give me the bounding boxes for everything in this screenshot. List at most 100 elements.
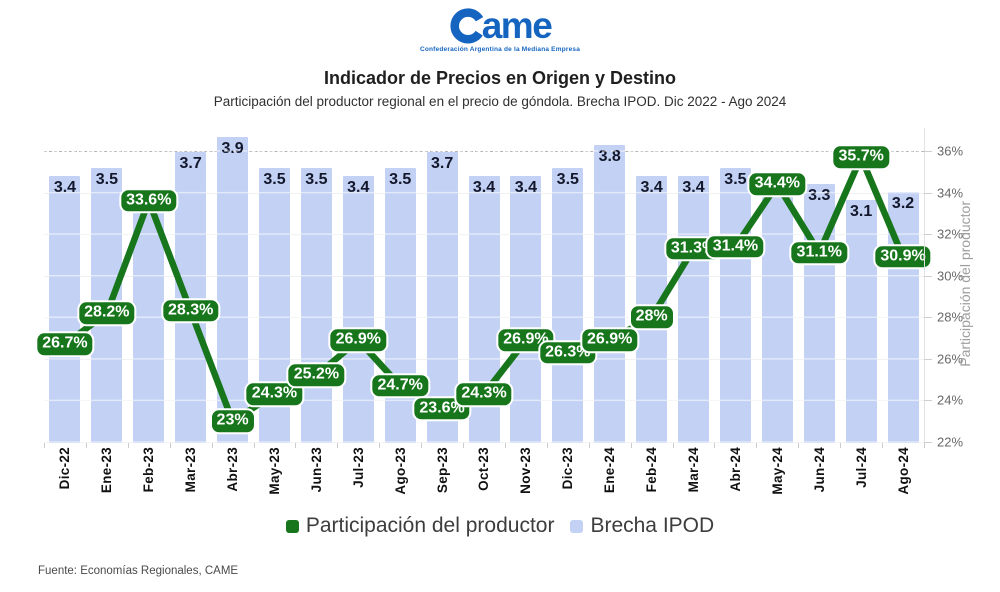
x-axis-tick [211, 443, 213, 448]
point-label-Mar-23: 28.3% [160, 298, 221, 324]
bar-value-label: 3.2 [891, 194, 915, 212]
y-tick-30 [924, 275, 932, 277]
bar-value-label: 3.4 [347, 179, 370, 197]
point-label-Jun-24: 31.1% [789, 240, 849, 266]
x-label-Dic-23: Dic-23 [547, 447, 589, 489]
bar-value-label: 3.3 [808, 186, 831, 204]
bar-Feb-23 [133, 207, 165, 443]
bar-value-label: 3.5 [263, 171, 286, 189]
y-tick-28 [924, 317, 932, 319]
y-tick-label-30: 30% [937, 268, 964, 284]
x-axis-tick [882, 443, 884, 448]
x-label-text: Mar-23 [183, 447, 199, 493]
legend-label-participacion: Participación del productor [305, 514, 555, 537]
bar-Dic-23: 3.5 [552, 168, 584, 443]
x-label-Ene-24: Ene-24 [589, 447, 631, 493]
x-label-text: Ene-23 [99, 447, 115, 494]
x-label-Nov-23: Nov-23 [505, 447, 547, 494]
bar-Jul-23: 3.4 [342, 176, 374, 443]
y-tick-label-24: 24% [937, 392, 964, 408]
x-axis-tick [253, 443, 255, 448]
x-label-text: Jul-23 [350, 447, 366, 488]
legend-swatch-green [285, 519, 299, 533]
y-tick-label-22: 22% [937, 434, 964, 450]
point-label-Ene-24: 26.9% [580, 327, 640, 353]
x-label-text: Feb-23 [141, 447, 157, 493]
bar-value-label: 3.8 [598, 147, 621, 165]
bar-value-label: 3.9 [221, 139, 244, 157]
bar-value-label: 3.7 [179, 155, 202, 173]
x-label-Abr-23: Abr-23 [212, 447, 254, 492]
x-axis-tick [672, 443, 674, 448]
came-logo-wordmark: ame [449, 6, 553, 44]
y-tick-32 [924, 234, 932, 236]
x-label-Oct-23: Oct-23 [463, 447, 505, 491]
x-label-text: Sep-23 [434, 447, 450, 494]
x-label-Feb-23: Feb-23 [128, 447, 170, 492]
bar-value-label: 3.5 [724, 171, 747, 189]
came-logo-tagline: Confederación Argentina de la Mediana Em… [419, 46, 581, 53]
x-axis-labels: Dic-22 Ene-23 Feb-23 Mar-23 Abr-23 May-23 Jun-… [44, 447, 924, 513]
legend-item-participacion: Participación del productor [285, 514, 555, 538]
bar-Jul-24: 3.1 [845, 199, 877, 443]
point-label-Jul-23: 26.9% [328, 327, 388, 353]
x-label-May-24: May-24 [756, 447, 798, 495]
x-axis-tick [85, 443, 87, 448]
legend-label-brecha: Brecha IPOD [590, 514, 715, 537]
x-label-text: May-24 [769, 447, 785, 495]
bar-value-label: 3.4 [514, 179, 538, 197]
y-axis-spine [924, 128, 925, 443]
x-label-Jun-23: Jun-23 [295, 447, 337, 492]
x-axis-tick [337, 443, 339, 448]
point-label-Ene-23: 28.2% [77, 300, 137, 326]
bar-value-label: 3.4 [640, 179, 663, 197]
x-label-Sep-23: Sep-23 [421, 447, 463, 493]
x-axis-tick [463, 443, 465, 448]
came-logo-c-ring-icon [450, 8, 486, 44]
bar-Ene-24: 3.8 [594, 144, 626, 443]
bar-Abr-24: 3.5 [719, 168, 751, 443]
x-label-text: Abr-24 [727, 447, 743, 492]
point-label-Jul-24: 35.7% [831, 144, 891, 170]
x-axis-tick [798, 443, 800, 448]
x-label-Jul-23: Jul-23 [337, 447, 379, 488]
bar-value-label: 3.7 [430, 155, 454, 173]
bar-value-label: 3.5 [389, 171, 412, 189]
x-label-Jun-24: Jun-24 [798, 447, 840, 492]
x-label-text: Abr-23 [225, 447, 241, 492]
x-axis-tick [295, 443, 297, 448]
y-tick-label-28: 28% [937, 309, 964, 325]
legend-item-brecha: Brecha IPOD [570, 514, 714, 538]
bar-value-label: 3.5 [556, 171, 579, 189]
y-tick-26 [924, 358, 932, 360]
x-axis-tick [546, 443, 548, 448]
x-axis-tick [379, 443, 381, 448]
legend: Participación del productor Brecha IPOD [0, 514, 1000, 538]
x-label-Dic-22: Dic-22 [44, 447, 86, 489]
x-axis-tick [756, 443, 758, 448]
x-axis-tick [504, 443, 506, 448]
x-label-Ago-24: Ago-24 [882, 447, 924, 495]
x-label-Ene-23: Ene-23 [86, 447, 128, 493]
plot-area: 3.4 3.5 3.7 3.9 3.5 3.5 3.4 3.5 3.7 3.4 3.4 3.5 3.8 3… [35, 125, 933, 448]
x-label-text: May-23 [266, 447, 282, 495]
x-label-text: Ago-23 [392, 447, 408, 495]
legend-swatch-blue [570, 519, 584, 533]
x-axis-tick [924, 443, 925, 448]
bar-value-label: 3.1 [850, 202, 873, 220]
chart-subtitle: Participación del productor regional en … [213, 94, 787, 109]
bar-Jun-23: 3.5 [300, 168, 332, 443]
source-note: Fuente: Economías Regionales, CAME [38, 565, 239, 577]
x-label-Jul-24: Jul-24 [840, 447, 882, 488]
x-label-Mar-23: Mar-23 [170, 447, 212, 492]
y-tick-label-26: 26% [937, 351, 964, 367]
point-label-Ago-23: 24.7% [370, 373, 430, 399]
y-tick-label-34: 34% [937, 185, 964, 201]
y-tick-label-32: 32% [937, 226, 964, 242]
y-tick-label-36: 36% [937, 143, 964, 159]
x-label-text: Mar-24 [686, 447, 701, 493]
bar-Mar-24: 3.4 [678, 176, 710, 443]
point-label-May-23: 24.3% [244, 381, 305, 407]
point-label-Abr-23: 23% [209, 408, 256, 434]
x-label-Abr-24: Abr-24 [714, 447, 756, 492]
